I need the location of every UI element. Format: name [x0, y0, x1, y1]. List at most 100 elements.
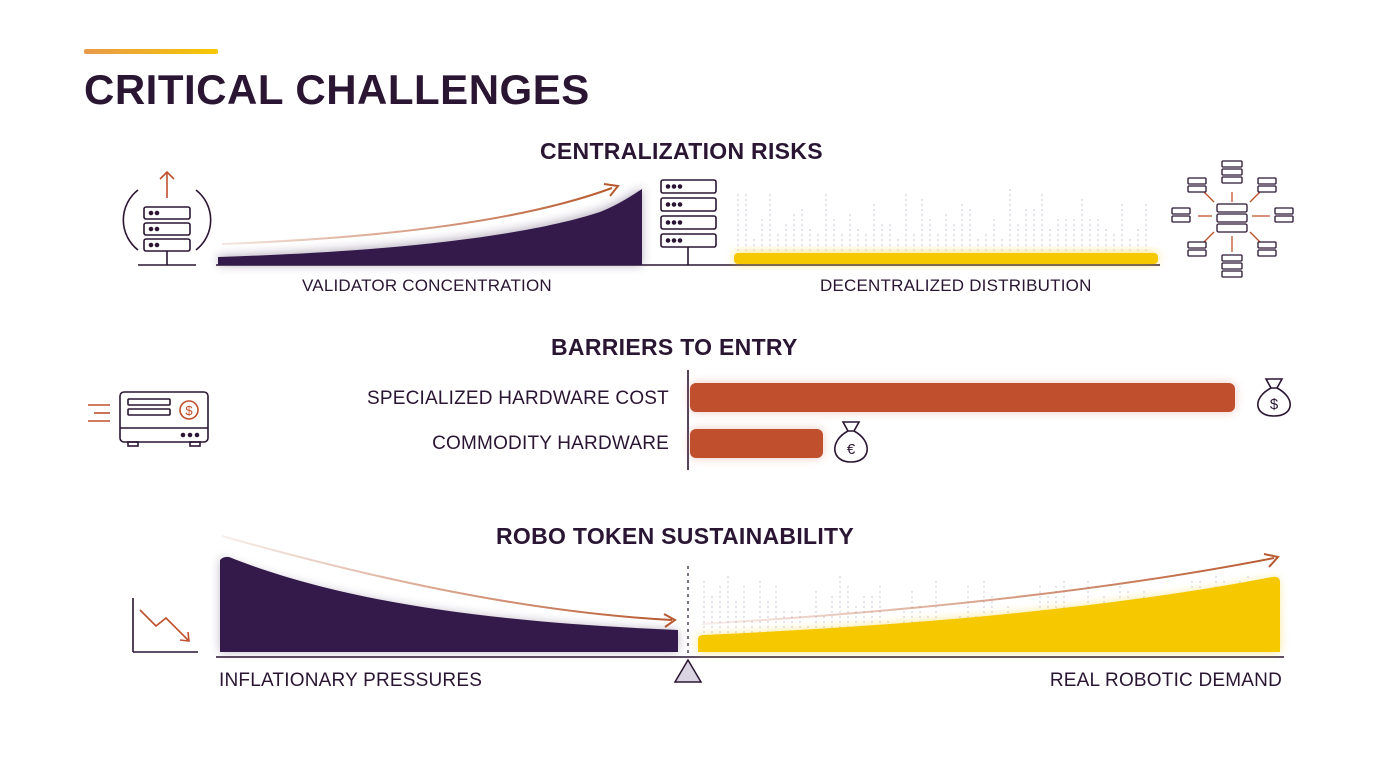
decor-dot	[991, 611, 993, 613]
decor-dot	[1127, 596, 1129, 598]
decor-dot	[991, 596, 993, 598]
decor-dot	[873, 209, 875, 211]
decor-dot	[1137, 234, 1139, 236]
decor-dot	[1007, 611, 1009, 613]
decor-dot	[769, 204, 771, 206]
decor-dot	[839, 621, 841, 623]
decor-dot	[1009, 209, 1011, 211]
decor-dot	[841, 244, 843, 246]
decor-dot	[1081, 219, 1083, 221]
decor-dot	[1145, 239, 1147, 241]
decor-dot	[1129, 244, 1131, 246]
decor-dot	[961, 204, 963, 206]
decor-dot	[743, 601, 745, 603]
decor-dot	[1009, 194, 1011, 196]
decor-dot	[1143, 591, 1145, 593]
decor-dot	[849, 234, 851, 236]
decor-dot	[727, 601, 729, 603]
decor-dot	[961, 239, 963, 241]
decor-dot	[841, 249, 843, 251]
decor-dot	[735, 611, 737, 613]
decor-dot	[961, 249, 963, 251]
decor-dot	[775, 586, 777, 588]
real-demand-area	[698, 576, 1280, 652]
decor-dot	[703, 586, 705, 588]
decor-dot	[889, 234, 891, 236]
decor-dot	[751, 626, 753, 628]
decor-dot	[1191, 581, 1193, 583]
decor-dot	[817, 249, 819, 251]
decor-dot	[769, 244, 771, 246]
decor-dot	[945, 244, 947, 246]
decor-dot	[969, 209, 971, 211]
decor-dot	[929, 244, 931, 246]
decor-dot	[993, 234, 995, 236]
decor-dot	[1121, 239, 1123, 241]
decor-dot	[961, 214, 963, 216]
decor-dot	[841, 239, 843, 241]
decor-dot	[839, 606, 841, 608]
decor-dot	[799, 621, 801, 623]
decor-dot	[977, 239, 979, 241]
decor-dot	[737, 239, 739, 241]
decor-dot	[873, 234, 875, 236]
decor-dot	[945, 239, 947, 241]
decor-dot	[735, 626, 737, 628]
decor-dot	[945, 219, 947, 221]
decor-dot	[775, 621, 777, 623]
decor-dot	[945, 214, 947, 216]
decor-dot	[1057, 249, 1059, 251]
decor-dot	[825, 194, 827, 196]
decor-dot	[815, 621, 817, 623]
decor-dot	[1081, 204, 1083, 206]
decor-dot	[1121, 234, 1123, 236]
decor-dot	[1007, 606, 1009, 608]
decor-dot	[727, 606, 729, 608]
decor-dot	[1113, 249, 1115, 251]
decor-dot	[935, 616, 937, 618]
decor-dot	[825, 214, 827, 216]
decor-dot	[1073, 229, 1075, 231]
decor-dot	[913, 234, 915, 236]
decor-dot	[831, 621, 833, 623]
decor-dot	[1065, 244, 1067, 246]
decor-dot	[1081, 229, 1083, 231]
decor-dot	[743, 586, 745, 588]
decor-dot	[911, 616, 913, 618]
decor-dot	[727, 616, 729, 618]
decor-dot	[1081, 199, 1083, 201]
decor-dot	[727, 586, 729, 588]
decor-dot	[1103, 601, 1105, 603]
decor-dot	[791, 611, 793, 613]
decor-dot	[855, 616, 857, 618]
decor-dot	[759, 626, 761, 628]
decor-dot	[935, 581, 937, 583]
decor-dot	[793, 234, 795, 236]
decor-dot	[839, 576, 841, 578]
decor-dot	[913, 244, 915, 246]
decor-dot	[1215, 576, 1217, 578]
decor-dot	[977, 249, 979, 251]
decor-dot	[809, 234, 811, 236]
decor-dot	[825, 244, 827, 246]
decor-dot	[1087, 591, 1089, 593]
decor-dot	[1129, 239, 1131, 241]
decor-dot	[791, 626, 793, 628]
decor-dot	[1041, 224, 1043, 226]
decor-dot	[1063, 606, 1065, 608]
decor-dot	[737, 219, 739, 221]
decor-dot	[905, 244, 907, 246]
decor-dot	[1041, 204, 1043, 206]
decor-dot	[759, 611, 761, 613]
decor-dot	[759, 606, 761, 608]
decor-dot	[921, 239, 923, 241]
decor-dot	[1089, 219, 1091, 221]
decor-dot	[1001, 239, 1003, 241]
decor-dot	[1041, 214, 1043, 216]
decor-dot	[1073, 234, 1075, 236]
decor-dot	[1081, 239, 1083, 241]
decor-dot	[1097, 229, 1099, 231]
decor-dot	[743, 591, 745, 593]
decor-dot	[993, 244, 995, 246]
demand-arrow	[701, 557, 1275, 625]
